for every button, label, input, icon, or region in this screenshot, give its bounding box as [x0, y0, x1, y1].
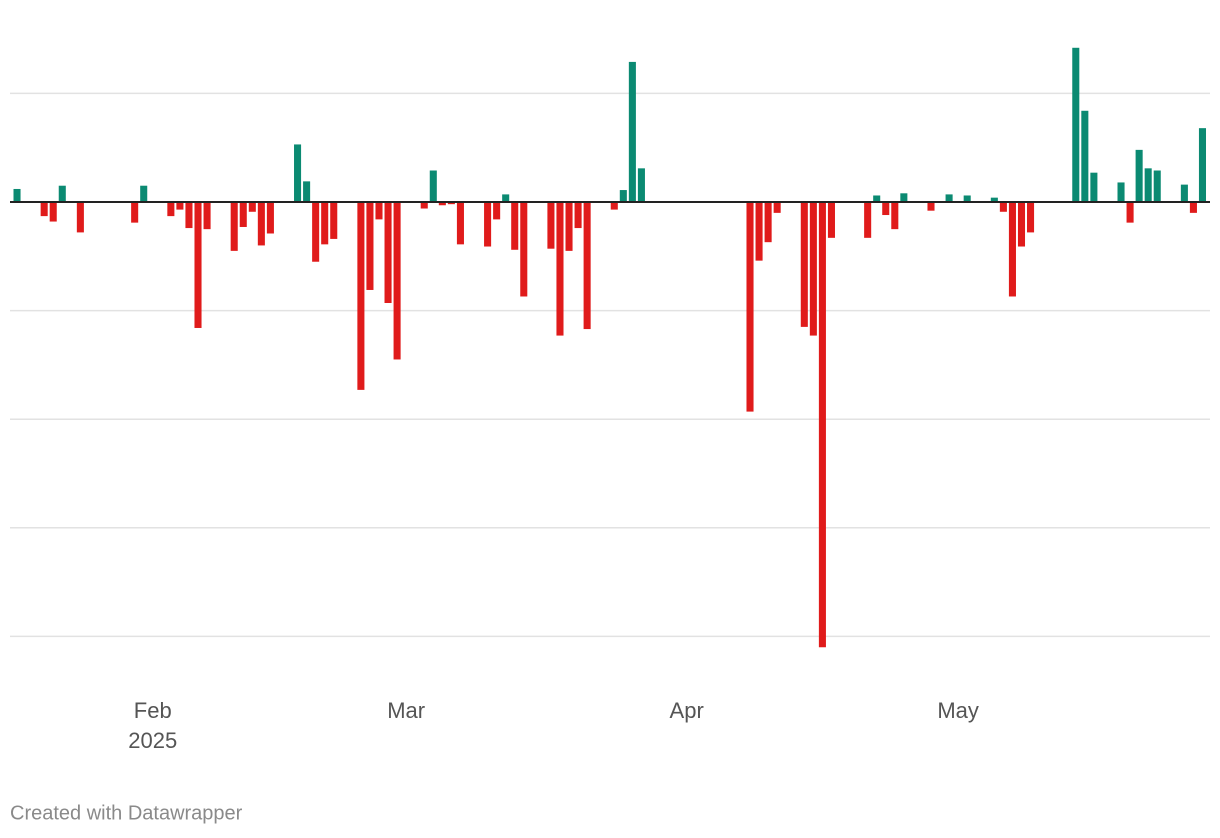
bar — [864, 202, 872, 238]
bar — [366, 202, 374, 290]
bar — [484, 202, 492, 247]
bar — [384, 202, 392, 303]
bar — [574, 202, 582, 229]
credit: Created with Datawrapper — [10, 802, 243, 824]
bar — [438, 202, 446, 206]
bar — [447, 202, 455, 205]
bar — [1126, 202, 1134, 223]
bar — [999, 202, 1007, 212]
x-year-label: 2025 — [128, 728, 177, 753]
bar — [1153, 170, 1161, 202]
bar — [628, 61, 636, 202]
bar — [456, 202, 464, 245]
bar — [1189, 202, 1197, 213]
bar — [755, 202, 763, 261]
bar — [610, 202, 618, 210]
bar — [257, 202, 265, 246]
bar — [502, 194, 510, 202]
bar — [809, 202, 817, 336]
bar — [1135, 149, 1143, 202]
bar — [131, 202, 139, 223]
x-tick-label: Feb — [134, 698, 172, 723]
bar — [873, 195, 881, 202]
bar — [927, 202, 935, 211]
bar — [773, 202, 781, 213]
bar — [1017, 202, 1026, 247]
bar — [818, 202, 826, 648]
bar — [330, 202, 338, 239]
bar — [420, 202, 428, 209]
bar — [547, 202, 555, 249]
bar — [40, 202, 48, 217]
bar — [1027, 202, 1035, 233]
bar — [357, 202, 365, 390]
bar — [1008, 202, 1016, 297]
bar — [1081, 110, 1089, 202]
bar — [556, 202, 564, 336]
bar — [1144, 168, 1152, 202]
bar — [167, 202, 175, 217]
bar — [493, 202, 501, 220]
bar — [891, 202, 899, 230]
bar — [239, 202, 247, 227]
bar — [827, 202, 835, 238]
bar — [248, 202, 256, 212]
bar — [520, 202, 528, 297]
bar — [746, 202, 754, 412]
bar — [303, 181, 311, 202]
bar — [140, 185, 148, 202]
bar — [1117, 182, 1125, 202]
bar — [637, 168, 645, 202]
x-tick-label: May — [937, 698, 979, 723]
bar — [1072, 47, 1080, 203]
bar — [800, 202, 808, 327]
bar — [764, 202, 772, 243]
bar — [393, 202, 401, 360]
bar — [882, 202, 890, 216]
bar — [990, 197, 998, 202]
bar — [58, 185, 66, 202]
bar — [375, 202, 383, 220]
bar — [76, 202, 84, 233]
bar — [1180, 184, 1188, 202]
bar — [266, 202, 274, 234]
bar — [312, 202, 320, 262]
bar — [1090, 172, 1098, 202]
x-tick-label: Mar — [387, 698, 425, 723]
bar — [900, 193, 908, 202]
bar — [176, 202, 184, 210]
bar — [583, 202, 591, 330]
bar — [203, 202, 211, 230]
x-tick-label: Apr — [670, 698, 704, 723]
bar — [13, 188, 21, 202]
bar — [321, 202, 329, 245]
bar — [294, 144, 302, 202]
bar — [963, 195, 971, 202]
bar — [511, 202, 519, 250]
bar — [429, 170, 437, 202]
bar — [49, 202, 57, 222]
bar — [945, 194, 953, 202]
bar — [619, 190, 627, 202]
bar — [185, 202, 193, 229]
bar — [1198, 128, 1207, 202]
bar — [565, 202, 573, 251]
bar — [230, 202, 238, 251]
bar — [194, 202, 202, 328]
